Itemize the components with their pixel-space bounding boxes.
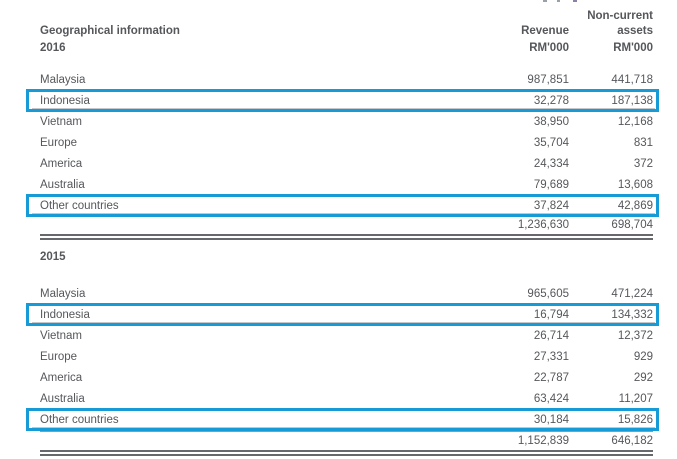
page-title: Geographical information [40, 25, 180, 37]
revenue-unit-label: RM'000 [529, 42, 569, 54]
table-row: Europe 27,331 929 [40, 346, 653, 367]
row-assets: 134,332 [611, 308, 653, 321]
row-assets: 831 [633, 136, 653, 149]
section-year-2015: 2015 [40, 251, 66, 263]
table-row: Australia 79,689 13,608 [40, 174, 653, 195]
total-row: 1,236,630 698,704 [40, 216, 653, 234]
row-assets: 11,207 [618, 392, 653, 405]
row-assets: 13,608 [617, 178, 653, 191]
row-revenue: 30,184 [533, 413, 569, 426]
row-assets: 292 [633, 371, 653, 384]
row-label: Malaysia [40, 287, 86, 300]
section-year-2016: 2016 [40, 42, 66, 54]
row-underline [32, 427, 655, 428]
row-assets: 15,826 [617, 413, 653, 426]
row-label: Vietnam [40, 115, 82, 128]
row-label: Malaysia [40, 73, 86, 86]
row-label: Indonesia [40, 308, 90, 321]
non-current-header-line2: assets [617, 25, 653, 37]
row-underline [32, 213, 655, 214]
row-revenue: 987,851 [527, 73, 569, 86]
assets-unit-label: RM'000 [613, 42, 653, 54]
row-revenue: 26,714 [533, 329, 569, 342]
table-row-highlighted: Indonesia 32,278 187,138 [26, 89, 659, 112]
row-label: Indonesia [40, 94, 90, 107]
table-row: Australia 63,424 11,207 [40, 388, 653, 409]
row-revenue: 965,605 [527, 287, 569, 300]
row-assets: 12,168 [617, 115, 653, 128]
row-label: Europe [40, 136, 78, 149]
table-row: Vietnam 38,950 12,168 [40, 111, 653, 132]
total-revenue: 1,236,630 [517, 219, 569, 231]
row-revenue: 27,331 [533, 350, 569, 363]
row-underline [32, 108, 655, 109]
row-assets: 441,718 [611, 73, 653, 86]
row-revenue: 32,278 [533, 94, 569, 107]
row-label: America [40, 371, 83, 384]
revenue-column-header: Revenue [521, 25, 569, 37]
row-revenue: 38,950 [533, 115, 569, 128]
row-revenue: 79,689 [533, 178, 569, 191]
table-row: America 24,334 372 [40, 153, 653, 174]
total-assets: 646,182 [611, 435, 653, 447]
table-row: Europe 35,704 831 [40, 132, 653, 153]
table-row: Vietnam 26,714 12,372 [40, 325, 653, 346]
row-label: Australia [40, 392, 85, 405]
row-underline [32, 322, 655, 323]
table-row: America 22,787 292 [40, 367, 653, 388]
total-row: 1,152,839 646,182 [40, 430, 653, 450]
row-assets: 929 [633, 350, 653, 363]
row-revenue: 37,824 [533, 199, 569, 212]
clipped-text-fragment [543, 0, 603, 3]
row-assets: 12,372 [617, 329, 653, 342]
row-assets: 187,138 [611, 94, 653, 107]
total-assets: 698,704 [611, 219, 653, 231]
row-label: Australia [40, 178, 85, 191]
table-header-row-1: Non-current [40, 8, 653, 22]
row-label: Europe [40, 350, 78, 363]
double-rule [40, 450, 653, 456]
geographical-information-table: Non-current Geographical information Rev… [26, 8, 659, 456]
double-rule [40, 234, 653, 240]
row-revenue: 22,787 [533, 371, 569, 384]
table-row: Malaysia 987,851 441,718 [40, 69, 653, 90]
table-row-highlighted: Other countries 37,824 42,869 [26, 194, 659, 217]
row-label: Other countries [40, 413, 119, 426]
row-revenue: 24,334 [533, 157, 569, 170]
table-row-highlighted: Other countries 30,184 15,826 [26, 408, 659, 431]
table-row: Malaysia 965,605 471,224 [40, 283, 653, 304]
row-assets: 471,224 [611, 287, 653, 300]
row-revenue: 16,794 [533, 308, 569, 321]
row-label: Other countries [40, 199, 119, 212]
row-assets: 42,869 [617, 199, 653, 212]
row-revenue: 63,424 [533, 392, 569, 405]
table-header-row-3: 2016 RM'000 RM'000 [40, 37, 653, 54]
table-header-row-2: Geographical information Revenue assets [40, 22, 653, 37]
total-revenue: 1,152,839 [517, 435, 569, 447]
row-revenue: 35,704 [533, 136, 569, 149]
row-assets: 372 [633, 157, 653, 170]
table-row-highlighted: Indonesia 16,794 134,332 [26, 303, 659, 326]
row-label: America [40, 157, 83, 170]
row-label: Vietnam [40, 329, 82, 342]
non-current-header-line1: Non-current [587, 10, 653, 22]
